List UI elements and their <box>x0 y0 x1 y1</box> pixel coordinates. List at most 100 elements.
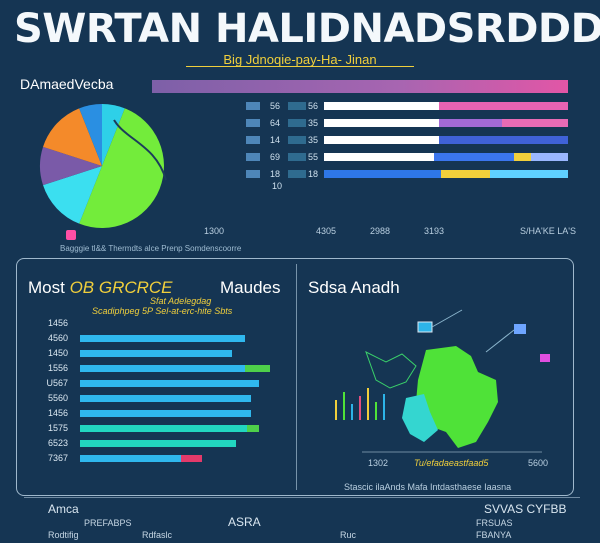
left-bar-label: 1456 <box>47 408 68 418</box>
subtitle-underline <box>186 66 414 67</box>
left-bar-segment <box>80 365 246 372</box>
top-bar-stub <box>246 153 260 161</box>
left-bar-segment <box>80 440 236 447</box>
top-bar-stub <box>246 170 260 178</box>
top-bar-segment <box>324 136 439 144</box>
axis-right-label: S/HA'KE LA'S <box>520 226 576 236</box>
left-bar-segment <box>180 455 202 462</box>
pie-slice-orange <box>43 108 102 166</box>
map-axis-left: 1302 <box>368 458 389 468</box>
map-marker-magenta-icon <box>540 354 550 362</box>
left-bar-segment <box>80 350 232 357</box>
top-header-bar <box>152 80 568 93</box>
pie-slices <box>40 104 164 228</box>
top-bar-value: 35 <box>308 118 319 128</box>
left-bar-label: 1556 <box>47 363 68 373</box>
left-title-part-a: Most <box>28 278 70 297</box>
map-axis-mid: Tu/efadaeastfaad5 <box>414 458 489 468</box>
pie-slice-cyan <box>43 166 102 224</box>
map-region-outline <box>365 350 417 389</box>
footer-right-title: SVVAS CYFBB <box>484 502 567 516</box>
top-bar-value: 35 <box>308 135 319 145</box>
axis-tick-0: 1300 <box>204 226 225 236</box>
top-bar-stub <box>288 119 306 127</box>
map-connector <box>431 309 463 328</box>
pie-slice-lime <box>79 108 164 228</box>
footer-right-row2: FBANYA <box>476 530 512 540</box>
left-bar-segment <box>80 425 248 432</box>
top-bar-label: 56 <box>270 101 281 111</box>
left-bar-segment <box>80 455 181 462</box>
axis-tick-1: 4305 <box>316 226 337 236</box>
footer-divider <box>24 497 580 498</box>
left-bar-label: 1575 <box>47 423 68 433</box>
top-bar-segment <box>433 153 515 161</box>
left-panel-sub1: Sfat Adelegdag <box>150 296 212 306</box>
top-bar-stub <box>288 136 306 144</box>
top-bar-segment <box>438 136 568 144</box>
top-bar-label: 69 <box>270 152 281 162</box>
map-connector <box>485 329 515 353</box>
map-axis-right: 5600 <box>528 458 549 468</box>
left-bar-label: 7367 <box>47 453 68 463</box>
left-panel-title-right: Maudes <box>220 278 281 297</box>
top-bar-stub <box>288 102 306 110</box>
pie-slice-purple <box>40 146 102 186</box>
top-bar-value: 18 <box>308 169 319 179</box>
left-bar-label: 1450 <box>47 348 68 358</box>
pie-highlight-curve <box>113 119 167 181</box>
map-marker-blue-icon <box>514 324 526 334</box>
left-panel-title: Most OB GRCRCE <box>28 278 173 298</box>
left-bar-segment <box>80 410 251 417</box>
top-bar-segment <box>489 170 568 178</box>
top-bar-segment <box>438 119 503 127</box>
footer-left-row1: Rodtifig <box>48 530 79 540</box>
axis-tick-2: 2988 <box>370 226 391 236</box>
map-region-teal <box>402 394 438 442</box>
top-bar-value: 55 <box>308 152 319 162</box>
top-bar-stub <box>246 119 260 127</box>
right-panel-title: Sdsa Anadh <box>308 278 400 297</box>
top-caption: Bagggie tl&& Thermdts alce Prenp Somdens… <box>60 244 242 253</box>
top-bar-last-tick: 10 <box>272 181 283 191</box>
left-bar-segment <box>80 335 246 342</box>
top-bar-segment <box>441 170 490 178</box>
top-bar-stub <box>288 170 306 178</box>
map-caption: Stascic ilaAnds Mafa Intdasthaese Iaasna <box>344 482 512 492</box>
top-bar-stub <box>246 136 260 144</box>
left-bar-segment <box>245 365 270 372</box>
caption-badge <box>66 230 76 240</box>
footer-right-row1: FRSUAS <box>476 518 513 528</box>
dashboard-subtitle: Big Jdnoqie-pay-Ha- Jinan <box>223 52 377 67</box>
top-bar-segment <box>324 119 439 127</box>
top-bar-segment <box>531 153 568 161</box>
footer-left-row2: Rdfaslc <box>142 530 173 540</box>
top-bar-label: 18 <box>270 169 281 179</box>
detail-panel <box>16 258 574 496</box>
pie-slice-teal <box>102 104 125 166</box>
dashboard-title: SWRTAN HALIDNADSRDDD <box>14 6 600 52</box>
panel-divider <box>296 264 297 490</box>
pie-chart <box>40 104 167 228</box>
footer-mid-title: ASRA <box>228 515 261 529</box>
top-bar-stub <box>288 153 306 161</box>
left-bar-segment <box>80 395 251 402</box>
footer-left-sub: PREFABPS <box>84 518 132 528</box>
left-title-part-b: OB GRCRCE <box>69 278 173 297</box>
pie-slice-blue <box>79 104 102 166</box>
region-map <box>335 309 550 453</box>
left-bar-label: 1456 <box>47 318 68 328</box>
top-bar-segment <box>502 119 568 127</box>
footer-mid-row: Ruc <box>340 530 357 540</box>
top-bar-segment <box>324 153 434 161</box>
axis-tick-3: 3193 <box>424 226 445 236</box>
left-bar-label: 6523 <box>47 438 68 448</box>
top-bar-segment <box>324 170 442 178</box>
map-region-green <box>416 346 498 448</box>
footer-left-title: Amca <box>48 502 79 516</box>
left-bar-label: 4560 <box>47 333 68 343</box>
top-bar-stub <box>246 102 260 110</box>
map-marker-cyan-icon <box>417 321 433 333</box>
left-bar-segment <box>247 425 259 432</box>
top-bar-segment <box>438 102 568 110</box>
